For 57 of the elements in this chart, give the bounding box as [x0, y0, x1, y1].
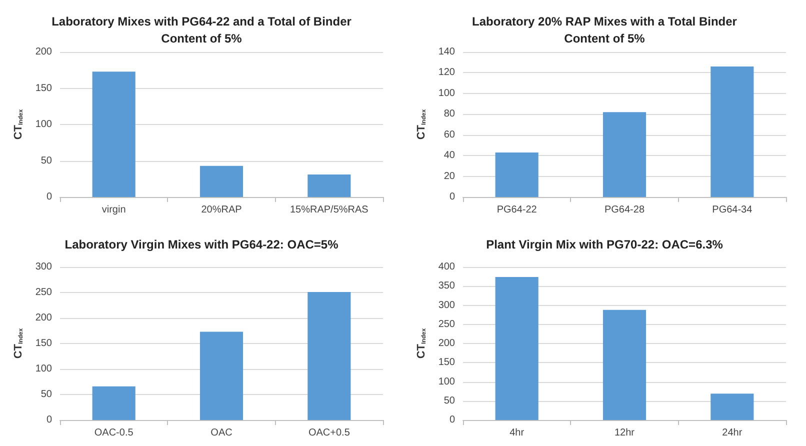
- y-tick-label: 200: [35, 46, 52, 58]
- x-tick-label: 20%RAP: [201, 204, 242, 216]
- y-tick-label: 150: [35, 338, 52, 349]
- y-tick-label: 0: [449, 192, 456, 202]
- x-tick-label: 4hr: [510, 428, 525, 438]
- chart-title: Laboratory 20% RAP Mixes with a Total Binder Content of 5%: [472, 14, 738, 46]
- y-tick-label: 50: [40, 389, 52, 400]
- y-tick-label: 20: [444, 170, 456, 182]
- bar: [710, 66, 754, 197]
- y-tick-label: 0: [46, 192, 52, 202]
- y-tick-label: 300: [438, 300, 456, 311]
- bar: [308, 292, 351, 420]
- chart-title: Plant Virgin Mix with PG70-22: OAC=6.3%: [486, 238, 724, 252]
- bar: [495, 152, 538, 197]
- bar: [602, 112, 646, 197]
- x-tick-label: OAC: [210, 428, 232, 438]
- y-tick-label: 300: [35, 262, 52, 272]
- x-tick-label: OAC+0.5: [308, 428, 350, 438]
- y-tick-label: 250: [35, 287, 52, 298]
- chart-title: Laboratory Mixes with PG64-22 and a Total of Binder Content of 5%: [52, 14, 352, 46]
- y-tick-label: 0: [46, 414, 52, 426]
- bar: [602, 310, 646, 420]
- y-tick-label: 100: [438, 376, 456, 388]
- bar: [92, 386, 136, 420]
- y-tick-label: 120: [438, 67, 456, 78]
- chart-title: Laboratory Virgin Mixes with PG64-22: OAC=5%: [64, 238, 339, 252]
- y-tick-label: 200: [438, 338, 456, 349]
- y-tick-label: 100: [35, 119, 52, 130]
- y-tick-label: 50: [40, 155, 52, 166]
- y-tick-label: 40: [444, 150, 456, 162]
- x-tick-label: PG64-34: [712, 204, 753, 216]
- bar: [710, 394, 754, 420]
- y-tick-label: 150: [438, 357, 456, 368]
- x-tick-label: 15%RAP/5%RAS: [290, 204, 369, 216]
- bar: [308, 174, 351, 197]
- x-tick-label: PG64-22: [496, 204, 538, 216]
- x-tick-label: 12hr: [614, 428, 636, 438]
- y-tick-label: 140: [438, 46, 456, 58]
- y-tick-label: 60: [444, 129, 456, 140]
- y-tick-label: 100: [438, 88, 456, 99]
- y-tick-label: 100: [35, 364, 52, 374]
- x-tick-label: 24hr: [722, 428, 743, 438]
- y-tick-label: 0: [449, 414, 456, 426]
- y-tick-label: 200: [35, 312, 52, 324]
- x-tick-label: PG64-28: [604, 204, 645, 216]
- y-tick-label: 250: [438, 318, 456, 330]
- y-tick-label: 50: [444, 395, 456, 406]
- bar: [495, 276, 538, 420]
- y-tick-label: 350: [438, 280, 456, 292]
- x-tick-label: virgin: [102, 204, 126, 216]
- y-tick-label: 150: [35, 82, 52, 94]
- y-tick-label: 400: [438, 262, 456, 272]
- bar: [200, 332, 244, 420]
- x-tick-label: OAC-0.5: [94, 428, 134, 438]
- bar: [200, 166, 244, 197]
- y-tick-label: 80: [444, 108, 456, 120]
- bar: [92, 72, 136, 197]
